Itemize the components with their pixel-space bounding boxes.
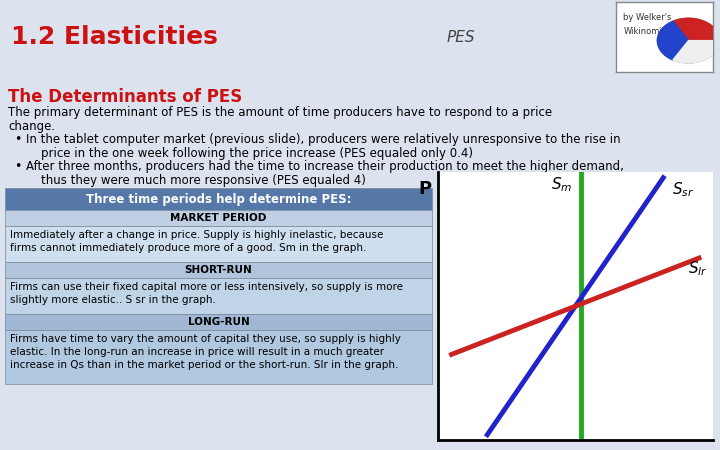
Text: The primary determinant of PES is the amount of time producers have to respond t: The primary determinant of PES is the am…	[8, 106, 552, 119]
Text: Firms can use their fixed capital more or less intensively, so supply is more
sl: Firms can use their fixed capital more o…	[10, 282, 403, 305]
Text: •: •	[14, 133, 22, 146]
Text: Wikinomics: Wikinomics	[624, 27, 671, 36]
Wedge shape	[673, 18, 719, 40]
Text: $S_{lr}$: $S_{lr}$	[688, 259, 707, 278]
Text: $S_m$: $S_m$	[552, 175, 572, 194]
Text: MARKET PERIOD: MARKET PERIOD	[171, 213, 266, 223]
Text: price in the one week following the price increase (PES equaled only 0.4): price in the one week following the pric…	[26, 147, 473, 160]
Text: change.: change.	[8, 120, 55, 133]
Text: Firms have time to vary the amount of capital they use, so supply is highly
elas: Firms have time to vary the amount of ca…	[10, 334, 401, 370]
Bar	[5, 210, 432, 226]
Text: Three time periods help determine PES:: Three time periods help determine PES:	[86, 193, 351, 206]
Text: After three months, producers had the time to increase their production to meet : After three months, producers had the ti…	[26, 160, 624, 173]
Wedge shape	[657, 21, 688, 60]
Text: 1.2 Elasticities: 1.2 Elasticities	[11, 25, 217, 49]
Wedge shape	[673, 40, 719, 63]
Text: In the tablet computer market (previous slide), producers were relatively unresp: In the tablet computer market (previous …	[26, 133, 621, 146]
Bar	[5, 188, 432, 210]
Bar	[5, 278, 432, 314]
Text: SHORT-RUN: SHORT-RUN	[184, 265, 253, 275]
Bar	[5, 262, 432, 278]
Text: LONG-RUN: LONG-RUN	[188, 317, 249, 327]
Bar	[5, 226, 432, 262]
Bar	[5, 314, 432, 330]
Text: Immediately after a change in price. Supply is highly inelastic, because
firms c: Immediately after a change in price. Sup…	[10, 230, 383, 253]
Text: P: P	[418, 180, 431, 198]
Text: •: •	[14, 160, 22, 173]
Text: thus they were much more responsive (PES equaled 4): thus they were much more responsive (PES…	[26, 174, 366, 187]
Text: by Welker's: by Welker's	[624, 13, 672, 22]
Circle shape	[657, 18, 719, 63]
Text: PES: PES	[446, 30, 475, 45]
Text: The Determinants of PES: The Determinants of PES	[8, 88, 242, 106]
Bar	[5, 330, 432, 384]
Text: $S_{sr}$: $S_{sr}$	[672, 180, 693, 199]
